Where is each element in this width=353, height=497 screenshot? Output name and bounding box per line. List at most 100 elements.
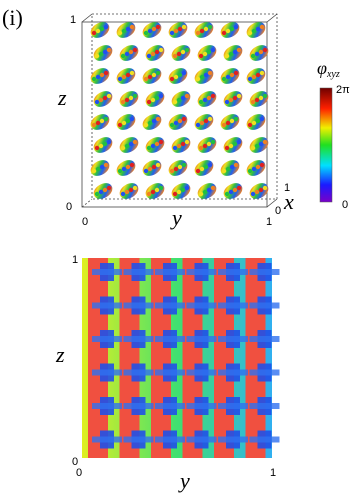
blob-speck — [221, 76, 227, 82]
blob-speck — [169, 122, 175, 128]
blob-speck — [98, 189, 104, 195]
blob-speck — [154, 95, 160, 101]
blob-speck — [124, 51, 130, 57]
blob-speck — [132, 139, 138, 145]
blob-speck — [146, 191, 152, 197]
z-tick: 0 — [66, 201, 72, 213]
blue-bar — [123, 369, 154, 376]
blob-speck — [120, 145, 126, 151]
blob-speck — [258, 49, 264, 55]
blob-speck — [94, 53, 100, 59]
red-column — [245, 258, 266, 458]
blob-speck — [255, 118, 261, 124]
blob-speck — [106, 93, 112, 99]
blob-speck — [146, 145, 152, 151]
blob-speck — [99, 164, 105, 170]
blob-speck — [169, 76, 175, 82]
blob-speck — [221, 122, 227, 128]
blob-speck — [147, 120, 153, 126]
blue-bar — [123, 336, 154, 342]
blob-speck — [154, 141, 160, 147]
blob-speck — [121, 120, 127, 126]
blob-speck — [151, 164, 157, 170]
blob-speck — [106, 139, 112, 145]
blob-speck — [154, 187, 160, 193]
blob — [116, 68, 136, 84]
blob-speck — [224, 191, 230, 197]
blob-speck — [177, 164, 183, 170]
blob-speck — [236, 47, 242, 53]
blue-bar — [249, 369, 280, 376]
red-column — [88, 258, 108, 458]
blue-bar — [218, 403, 248, 409]
blob-speck — [198, 145, 204, 151]
blob — [194, 114, 214, 130]
blob-speck — [247, 168, 253, 174]
blob-speck — [250, 53, 256, 59]
blue-bar — [186, 436, 217, 443]
blue-bar — [186, 302, 217, 309]
blob-speck — [206, 49, 212, 55]
blob-speck — [129, 162, 135, 168]
blob-speck — [158, 139, 164, 145]
blue-bar — [92, 403, 122, 409]
blob-speck — [173, 74, 179, 80]
blob-speck — [103, 162, 109, 168]
blue-bar — [249, 302, 280, 309]
blob-speck — [172, 145, 178, 151]
blob-speck — [258, 187, 264, 193]
z-label: z — [55, 342, 65, 367]
blob-speck — [254, 143, 260, 149]
blob-speck — [151, 118, 157, 124]
blob-speck — [143, 122, 149, 128]
blob-speck — [173, 120, 179, 126]
blob-speck — [120, 191, 126, 197]
blue-bar — [155, 436, 185, 443]
blob-speck — [129, 70, 135, 76]
blob-speck — [129, 24, 135, 30]
blob-speck — [247, 122, 253, 128]
blob-speck — [98, 51, 104, 57]
blob-speck — [181, 24, 187, 30]
blob — [116, 160, 136, 176]
colorbar-symbol: φ — [317, 58, 327, 78]
blob-speck — [259, 162, 265, 168]
blob-speck — [143, 30, 149, 36]
blob-speck — [262, 139, 268, 145]
blue-bar — [92, 369, 122, 376]
blob-speck — [210, 93, 216, 99]
blob-speck — [233, 24, 239, 30]
blob — [171, 91, 191, 107]
blob-speck — [207, 116, 213, 122]
blob — [249, 91, 269, 107]
blob-speck — [232, 95, 238, 101]
blob — [197, 45, 217, 61]
blob-speck — [202, 97, 208, 103]
blob-speck — [232, 141, 238, 147]
blob-speck — [95, 166, 101, 172]
blob-speck — [106, 185, 112, 191]
y-tick: 1 — [270, 467, 276, 479]
blob — [194, 68, 214, 84]
blob-speck — [99, 26, 105, 32]
blob — [119, 45, 139, 61]
blob-speck — [129, 116, 135, 122]
blob-speck — [181, 162, 187, 168]
blob-speck — [259, 24, 265, 30]
blob-speck — [91, 30, 97, 36]
blob-speck — [132, 185, 138, 191]
z-label: z — [57, 85, 67, 110]
blob-speck — [199, 28, 205, 34]
blob — [119, 137, 139, 153]
blob — [220, 114, 240, 130]
blob-speck — [177, 72, 183, 78]
blue-bar — [155, 403, 185, 409]
blob-speck — [195, 30, 201, 36]
blob-speck — [155, 70, 161, 76]
blob-speck — [255, 72, 261, 78]
blob — [90, 68, 110, 84]
blob-speck — [91, 76, 97, 82]
blob-speck — [169, 30, 175, 36]
x-label: x — [283, 189, 294, 214]
